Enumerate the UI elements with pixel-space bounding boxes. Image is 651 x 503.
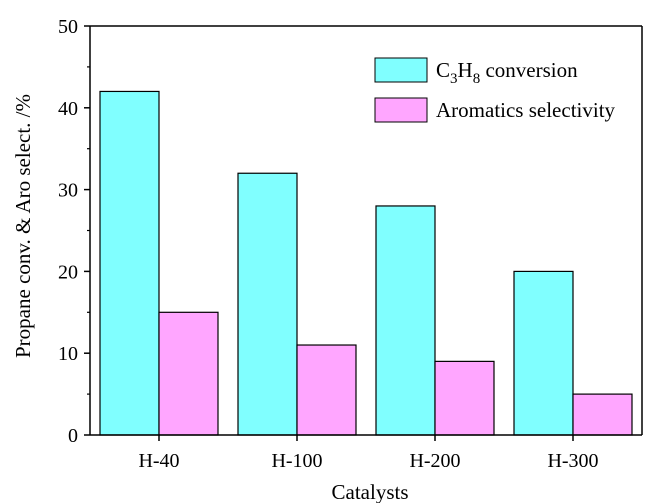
legend-label-aromatics: Aromatics selectivity — [436, 98, 616, 122]
bar-aromatics-h-300 — [572, 393, 633, 436]
bar-conversion-h-40 — [99, 90, 160, 436]
y-axis-title: Propane conv. & Aro select. /% — [11, 94, 35, 358]
legend-label-conversion: C3H8 conversion — [436, 58, 578, 87]
bar-aromatics-h-40 — [158, 311, 219, 436]
x-tick-label: H-300 — [547, 450, 598, 472]
y-tick-label: 10 — [58, 343, 78, 365]
bars-group — [99, 90, 633, 436]
bar-conversion-h-100 — [237, 172, 298, 436]
bar-conversion-h-200 — [375, 205, 436, 436]
x-axis-title: Catalysts — [332, 480, 409, 503]
y-tick-label: 50 — [58, 16, 78, 38]
x-tick-label: H-40 — [138, 450, 179, 472]
bar-aromatics-h-200 — [434, 360, 495, 436]
ticks-group: 0 10 20 30 40 50 H-40 H-100 H-200 H-300 — [58, 16, 599, 472]
y-tick-label: 40 — [58, 98, 78, 120]
bar-aromatics-h-100 — [296, 344, 357, 436]
y-tick-label: 0 — [68, 425, 78, 447]
legend: C3H8 conversion Aromatics selectivity — [374, 57, 616, 123]
y-tick-label: 30 — [58, 180, 78, 202]
bar-conversion-h-300 — [513, 270, 574, 436]
legend-swatch-conversion — [374, 57, 428, 83]
x-tick-label: H-100 — [271, 450, 322, 472]
x-tick-label: H-200 — [409, 450, 460, 472]
legend-swatch-aromatics — [374, 97, 428, 123]
y-tick-label: 20 — [58, 261, 78, 283]
